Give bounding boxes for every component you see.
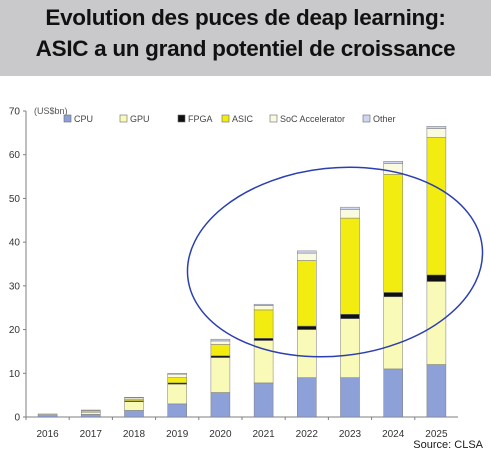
legend-label: Other [373,114,396,124]
x-tick-label: 2019 [166,429,189,440]
bar-segment [340,206,360,210]
x-tick-label: 2016 [36,429,59,440]
y-unit-label: (US$bn) [34,106,68,116]
title-line-2: ASIC a un grand potentiel de croissance [35,36,456,61]
bar-segment [210,357,231,393]
bar-segment [297,260,317,327]
legend-label: ASIC [232,114,254,124]
bar-segment [81,414,101,418]
bar-segment [167,383,187,405]
bar-segment [167,377,187,384]
bar-segment [340,314,360,319]
bar-segment [210,355,231,358]
x-tick-label: 2020 [209,429,232,440]
bar-segment [426,136,447,276]
bar-segment [210,392,231,418]
bar-segment [297,329,317,378]
title-banner: Evolution des puces de deap learning: AS… [0,0,491,76]
legend-swatch [221,114,230,123]
x-tick-label: 2024 [382,429,405,440]
bar-segment [426,281,447,365]
bar-segment [383,368,403,418]
bar-segment [383,174,403,293]
bar-segment [124,410,144,418]
bar-segment [383,161,403,164]
bar-segment [167,373,187,375]
bar-segment [340,377,360,418]
y-tick-label: 60 [9,150,21,161]
bar-segment [210,338,231,342]
y-tick-label: 10 [9,369,21,380]
bar-segment [81,411,101,415]
x-tick-label: 2021 [252,429,275,440]
bar-segment [253,309,274,339]
bar-segment [297,252,317,261]
bar-segment [167,373,187,378]
bar-segment [124,401,144,411]
bar-segment [426,126,447,129]
stacked-bar-chart: 0 10 20 30 40 50 60 70 (US$bn) 2016 2017 2018 2019 20… [9,106,484,440]
bar-segment [124,398,144,402]
legend-swatch [63,114,72,123]
legend-swatch [269,114,278,123]
bar-segment [297,377,317,418]
bar-segment [297,250,317,254]
y-tick-label: 0 [14,413,20,424]
legend-swatch [119,114,128,123]
x-tick-label: 2023 [339,429,362,440]
legend-swatch [362,114,371,123]
bar-segment [426,364,447,418]
bar-segment [210,340,231,345]
x-tick-label: 2025 [425,429,448,440]
y-tick-label: 40 [9,238,21,249]
y-tick-label: 30 [9,281,21,292]
chart-source: Source: CLSA [413,439,483,451]
bar-segment [383,292,403,298]
x-tick-label: 2017 [80,429,103,440]
hand-drawn-circle-annotation [186,166,484,358]
bar-segment [37,413,58,416]
bar-segment [253,382,274,418]
legend-label: SoC Accelerator [280,114,345,124]
chart-legend: CPU GPU FPGA ASIC SoC Accelerator Other [63,114,396,124]
legend-label: GPU [130,114,150,124]
bar-segment [383,296,403,370]
legend-label: CPU [74,114,93,124]
x-tick-label: 2022 [296,429,319,440]
bar-segment [340,209,360,219]
bar-segment [167,403,187,418]
x-tick-label: 2018 [123,429,146,440]
bar-segment [253,338,274,341]
chart-axes: 0 10 20 30 40 50 60 70 (US$bn) 2016 2017 2018 2019 20… [9,106,458,440]
title-line-1: Evolution des puces de deap learning: [45,5,446,30]
bar-segment [297,325,317,330]
chart-bars [37,126,447,418]
bar-segment [253,305,274,311]
y-tick-label: 70 [9,107,21,118]
y-tick-label: 50 [9,194,21,205]
legend-label: FPGA [188,114,213,124]
bar-segment [210,344,231,357]
bar-segment [426,128,447,138]
legend-swatch [177,114,186,123]
bar-segment [253,303,274,306]
y-tick-label: 20 [9,325,21,336]
bar-segment [340,318,360,378]
bar-segment [426,274,447,282]
bar-segment [340,217,360,315]
